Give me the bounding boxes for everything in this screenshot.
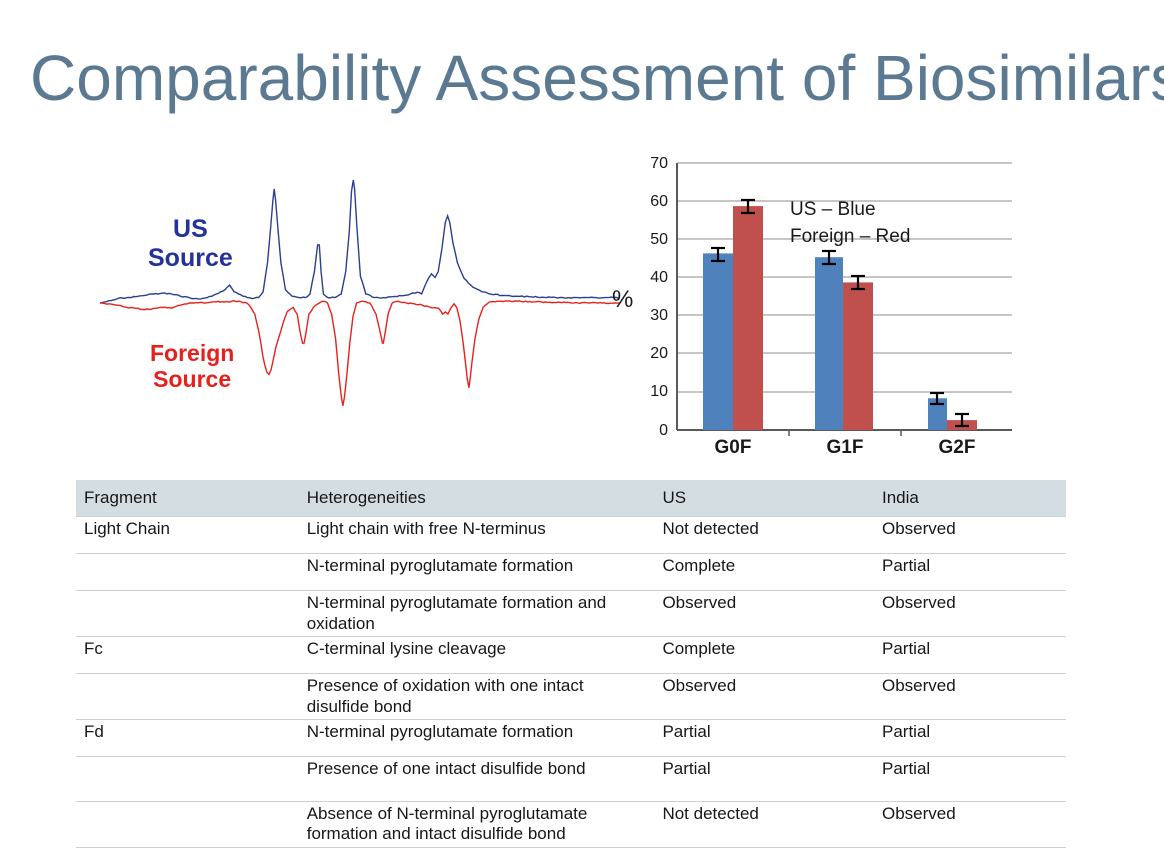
svg-text:70: 70	[650, 155, 668, 172]
svg-text:40: 40	[650, 269, 668, 286]
svg-text:G2F: G2F	[939, 437, 976, 458]
svg-text:30: 30	[650, 307, 668, 324]
svg-text:10: 10	[650, 383, 668, 400]
svg-text:50: 50	[650, 231, 668, 248]
svg-text:G0F: G0F	[715, 437, 752, 458]
svg-text:G1F: G1F	[827, 437, 864, 458]
svg-text:US – Blue: US – Blue	[790, 199, 876, 220]
svg-text:60: 60	[650, 193, 668, 210]
svg-text:0: 0	[659, 422, 668, 439]
svg-text:Foreign – Red: Foreign – Red	[790, 226, 910, 247]
svg-text:20: 20	[650, 345, 668, 362]
svg-text:%: %	[612, 286, 633, 313]
